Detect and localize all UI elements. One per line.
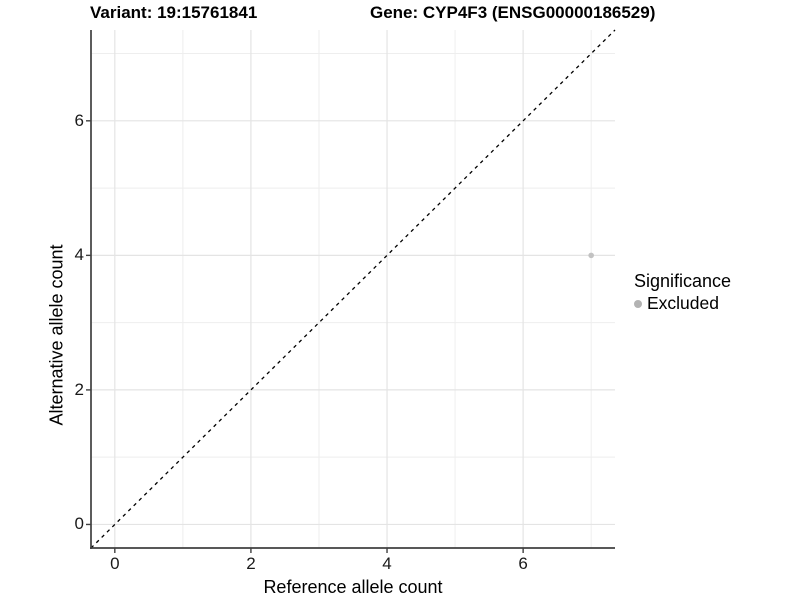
- x-tick-label: 2: [246, 554, 256, 573]
- plot-title-gene: Gene: CYP4F3 (ENSG00000186529): [370, 3, 656, 22]
- x-tick-label: 4: [382, 554, 392, 573]
- legend-item-excluded: Excluded: [628, 293, 731, 314]
- data-point: [588, 252, 594, 259]
- x-tick-label: 6: [518, 554, 528, 573]
- y-tick-label: 4: [74, 245, 84, 265]
- y-tick-label: 2: [74, 379, 84, 399]
- x-axis-title: Reference allele count: [263, 577, 443, 597]
- x-tick-label: 0: [110, 554, 120, 573]
- identity-line: [90, 29, 616, 549]
- y-tick-label: 0: [74, 514, 84, 534]
- legend-title: Significance: [634, 271, 732, 291]
- legend: Significance Excluded: [628, 271, 731, 314]
- y-axis-title: Alternative allele count: [46, 244, 67, 426]
- legend-item-label: Excluded: [647, 293, 719, 313]
- y-tick-label: 6: [74, 110, 84, 130]
- legend-point-icon: [634, 299, 642, 308]
- plot-title-variant: Variant: 19:15761841: [90, 3, 258, 22]
